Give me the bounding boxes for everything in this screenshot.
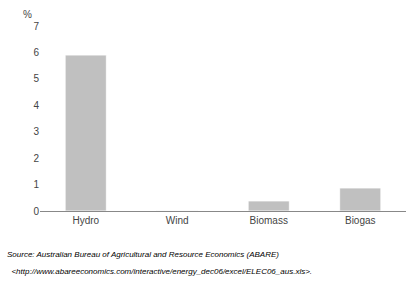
svg-text:0: 0 (33, 206, 39, 217)
svg-text:Biomass: Biomass (250, 215, 288, 226)
svg-text:5: 5 (33, 73, 39, 84)
svg-text:2: 2 (33, 153, 39, 164)
svg-text:Hydro: Hydro (72, 215, 99, 226)
svg-text:%: % (23, 9, 32, 20)
svg-text:3: 3 (33, 126, 39, 137)
svg-text:4: 4 (33, 100, 39, 111)
svg-text:Source: Australian Bureau of A: Source: Australian Bureau of Agricultura… (7, 250, 279, 259)
svg-text:7: 7 (33, 21, 39, 32)
svg-text:Biogas: Biogas (345, 215, 376, 226)
svg-text:1: 1 (33, 179, 39, 190)
svg-text:6: 6 (33, 47, 39, 58)
svg-text:Wind: Wind (166, 215, 189, 226)
svg-text:<http://www.abareeconomics.com: <http://www.abareeconomics.com/interacti… (7, 267, 312, 276)
